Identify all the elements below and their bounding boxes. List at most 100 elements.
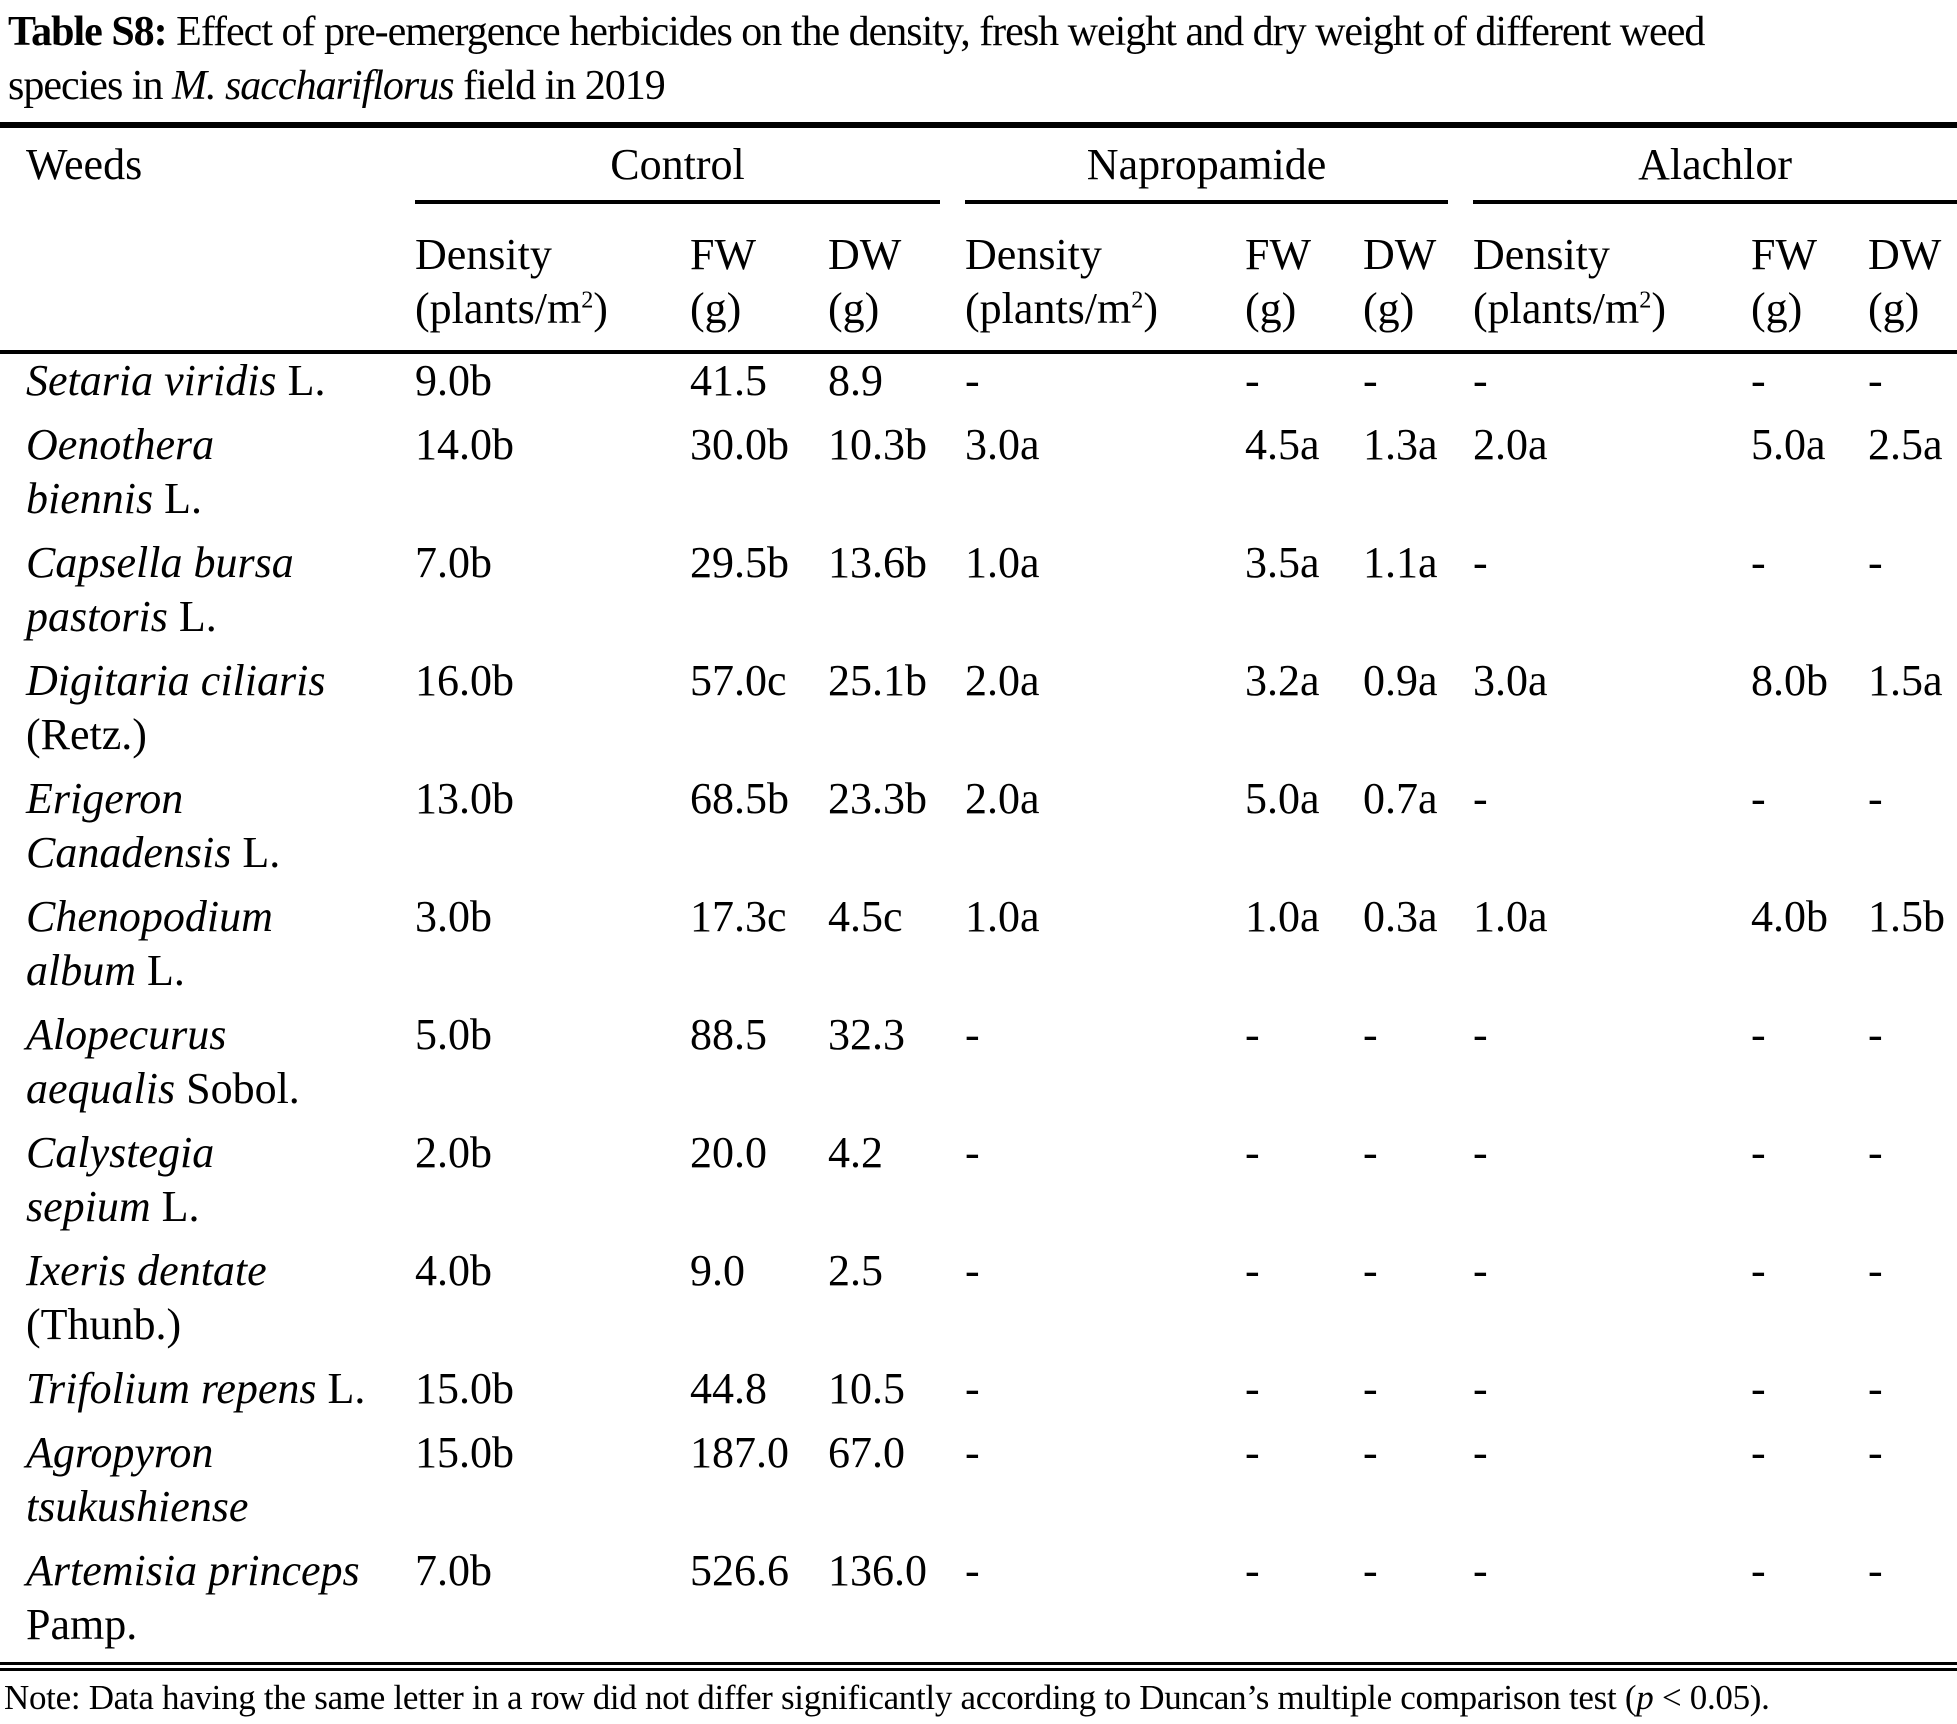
species-cell: Agropyron tsukushiense xyxy=(0,1426,415,1544)
table-row: Erigeron Canadensis L. 13.0b 68.5b 23.3b 2.0a… xyxy=(0,772,1957,890)
species-name-italic: Calystegia xyxy=(26,1127,215,1177)
weeds-column-header: Weeds xyxy=(0,124,415,354)
species-name-italic: pastoris xyxy=(26,591,168,641)
species-line: Capsella bursa xyxy=(26,536,415,590)
value-cell: 15.0b xyxy=(415,1363,514,1413)
value-cell: - xyxy=(1473,355,1488,405)
species-name-italic: Digitaria ciliaris xyxy=(26,655,326,705)
species-authority: L. xyxy=(136,945,185,995)
value-cell: 3.5a xyxy=(1245,537,1320,587)
species-cell: Ixeris dentate (Thunb.) xyxy=(0,1244,415,1362)
subheader-unit: (g) xyxy=(1868,283,1920,333)
species-name-italic: Chenopodium xyxy=(26,891,273,941)
subheader-density-alachlor: Density (plants/m2) xyxy=(1473,203,1752,354)
species-line: album L. xyxy=(26,944,415,998)
value-cell: 4.0b xyxy=(415,1245,492,1295)
species-name-italic: Alopecurus xyxy=(26,1009,227,1059)
table-footnote: Note: Data having the same letter in a r… xyxy=(0,1671,1957,1718)
weeds-table: Weeds Control Napropamide Alachlor Densi… xyxy=(0,121,1957,1671)
value-cell: 7.0b xyxy=(415,1545,492,1595)
species-line: (Thunb.) xyxy=(26,1298,415,1352)
species-cell: Digitaria ciliaris (Retz.) xyxy=(0,654,415,772)
value-cell: 0.7a xyxy=(1363,773,1438,823)
subheader-label: FW xyxy=(690,229,756,279)
value-cell: 41.5 xyxy=(690,355,767,405)
value-cell: - xyxy=(1751,1427,1766,1477)
species-name-italic: Ixeris dentate xyxy=(26,1245,267,1295)
species-line: pastoris L. xyxy=(26,590,415,644)
value-cell: - xyxy=(965,1363,980,1413)
unit-text: (plants/m xyxy=(1473,283,1640,333)
species-name-italic: aequalis xyxy=(26,1063,176,1113)
value-cell: 29.5b xyxy=(690,537,789,587)
species-line: Artemisia princeps xyxy=(26,1544,415,1598)
table-row: Chenopodium album L. 3.0b 17.3c 4.5c 1.0a 1.0a… xyxy=(0,890,1957,1008)
species-name-italic: Oenothera xyxy=(26,419,215,469)
value-cell: 1.0a xyxy=(1473,891,1548,941)
subheader-unit: (g) xyxy=(828,283,880,333)
subheader-label: Density xyxy=(965,229,1102,279)
caption-table-number: Table S8: xyxy=(8,9,168,55)
value-cell: - xyxy=(1473,773,1488,823)
species-authority: Sobol. xyxy=(175,1063,300,1113)
value-cell: 0.9a xyxy=(1363,655,1438,705)
table-row: Alopecurus aequalis Sobol. 5.0b 88.5 32.3- - -… xyxy=(0,1008,1957,1126)
value-cell: - xyxy=(1363,1127,1378,1177)
value-cell: 3.0a xyxy=(1473,655,1548,705)
value-cell: 2.0b xyxy=(415,1127,492,1177)
value-cell: 4.5a xyxy=(1245,419,1320,469)
value-cell: - xyxy=(1751,1009,1766,1059)
subheader-label: FW xyxy=(1245,229,1312,279)
value-cell: - xyxy=(1363,355,1378,405)
species-authority: (Retz.) xyxy=(26,709,147,759)
species-line: Digitaria ciliaris xyxy=(26,654,415,708)
footnote-p-symbol: p xyxy=(1636,1677,1654,1717)
species-name-italic: Artemisia princeps xyxy=(26,1545,360,1595)
value-cell: - xyxy=(1473,1127,1488,1177)
table-row: Agropyron tsukushiense 15.0b 187.0 67.0- - - - -… xyxy=(0,1426,1957,1544)
species-cell: Alopecurus aequalis Sobol. xyxy=(0,1008,415,1126)
value-cell: 1.5a xyxy=(1868,655,1943,705)
species-line: Canadensis L. xyxy=(26,826,415,880)
value-cell: 9.0b xyxy=(415,355,492,405)
value-cell: 4.2 xyxy=(828,1127,883,1177)
value-cell: 1.3a xyxy=(1363,419,1438,469)
table-row: Setaria viridis L. 9.0b 41.5 8.9- - - - - - xyxy=(0,352,1957,418)
value-cell: 23.3b xyxy=(828,773,927,823)
value-cell: 30.0b xyxy=(690,419,789,469)
value-cell: - xyxy=(1868,1245,1883,1295)
subheader-label: Density xyxy=(415,229,552,279)
species-line: Alopecurus xyxy=(26,1008,415,1062)
value-cell: - xyxy=(965,1427,980,1477)
value-cell: - xyxy=(1363,1009,1378,1059)
caption-text-3: field in 2019 xyxy=(453,62,666,109)
species-name-italic: Trifolium repens xyxy=(26,1363,317,1413)
caption-line-1: Table S8: Effect of pre-emergence herbic… xyxy=(8,6,1957,60)
group-header-alachlor: Alachlor xyxy=(1473,125,1957,204)
value-cell: - xyxy=(1245,1427,1260,1477)
value-cell: 8.9 xyxy=(828,355,883,405)
caption-text-2: species in xyxy=(8,62,172,109)
value-cell: 187.0 xyxy=(690,1427,789,1477)
table-row: Artemisia princeps Pamp. 7.0b 526.6 136.0- - -… xyxy=(0,1544,1957,1667)
species-cell: Chenopodium album L. xyxy=(0,890,415,1008)
value-cell: - xyxy=(1868,773,1883,823)
value-cell: 0.3a xyxy=(1363,891,1438,941)
value-cell: 136.0 xyxy=(828,1545,927,1595)
species-line: biennis L. xyxy=(26,472,415,526)
value-cell: - xyxy=(1751,355,1766,405)
species-name-italic: biennis xyxy=(26,473,154,523)
value-cell: - xyxy=(965,1545,980,1595)
value-cell: 3.0a xyxy=(965,419,1040,469)
value-cell: 2.0a xyxy=(965,655,1040,705)
species-line: sepium L. xyxy=(26,1180,415,1234)
subheader-unit: (g) xyxy=(1751,283,1803,333)
species-line: Ixeris dentate xyxy=(26,1244,415,1298)
species-cell: Artemisia princeps Pamp. xyxy=(0,1544,415,1667)
value-cell: - xyxy=(1473,537,1488,587)
value-cell: 2.0a xyxy=(965,773,1040,823)
unit-text: (plants/m xyxy=(415,283,582,333)
species-authority: L. xyxy=(231,827,281,877)
value-cell: 32.3 xyxy=(828,1009,905,1059)
species-name-italic: tsukushiense xyxy=(26,1481,249,1531)
